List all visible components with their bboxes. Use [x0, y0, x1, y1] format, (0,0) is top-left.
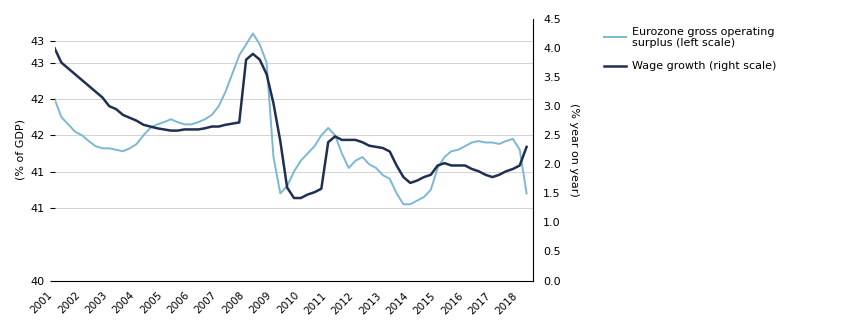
Y-axis label: (% of GDP): (% of GDP) [15, 119, 25, 180]
Legend: Eurozone gross operating
surplus (left scale), Wage growth (right scale): Eurozone gross operating surplus (left s… [599, 22, 781, 76]
Y-axis label: (% year on year): (% year on year) [569, 103, 579, 197]
